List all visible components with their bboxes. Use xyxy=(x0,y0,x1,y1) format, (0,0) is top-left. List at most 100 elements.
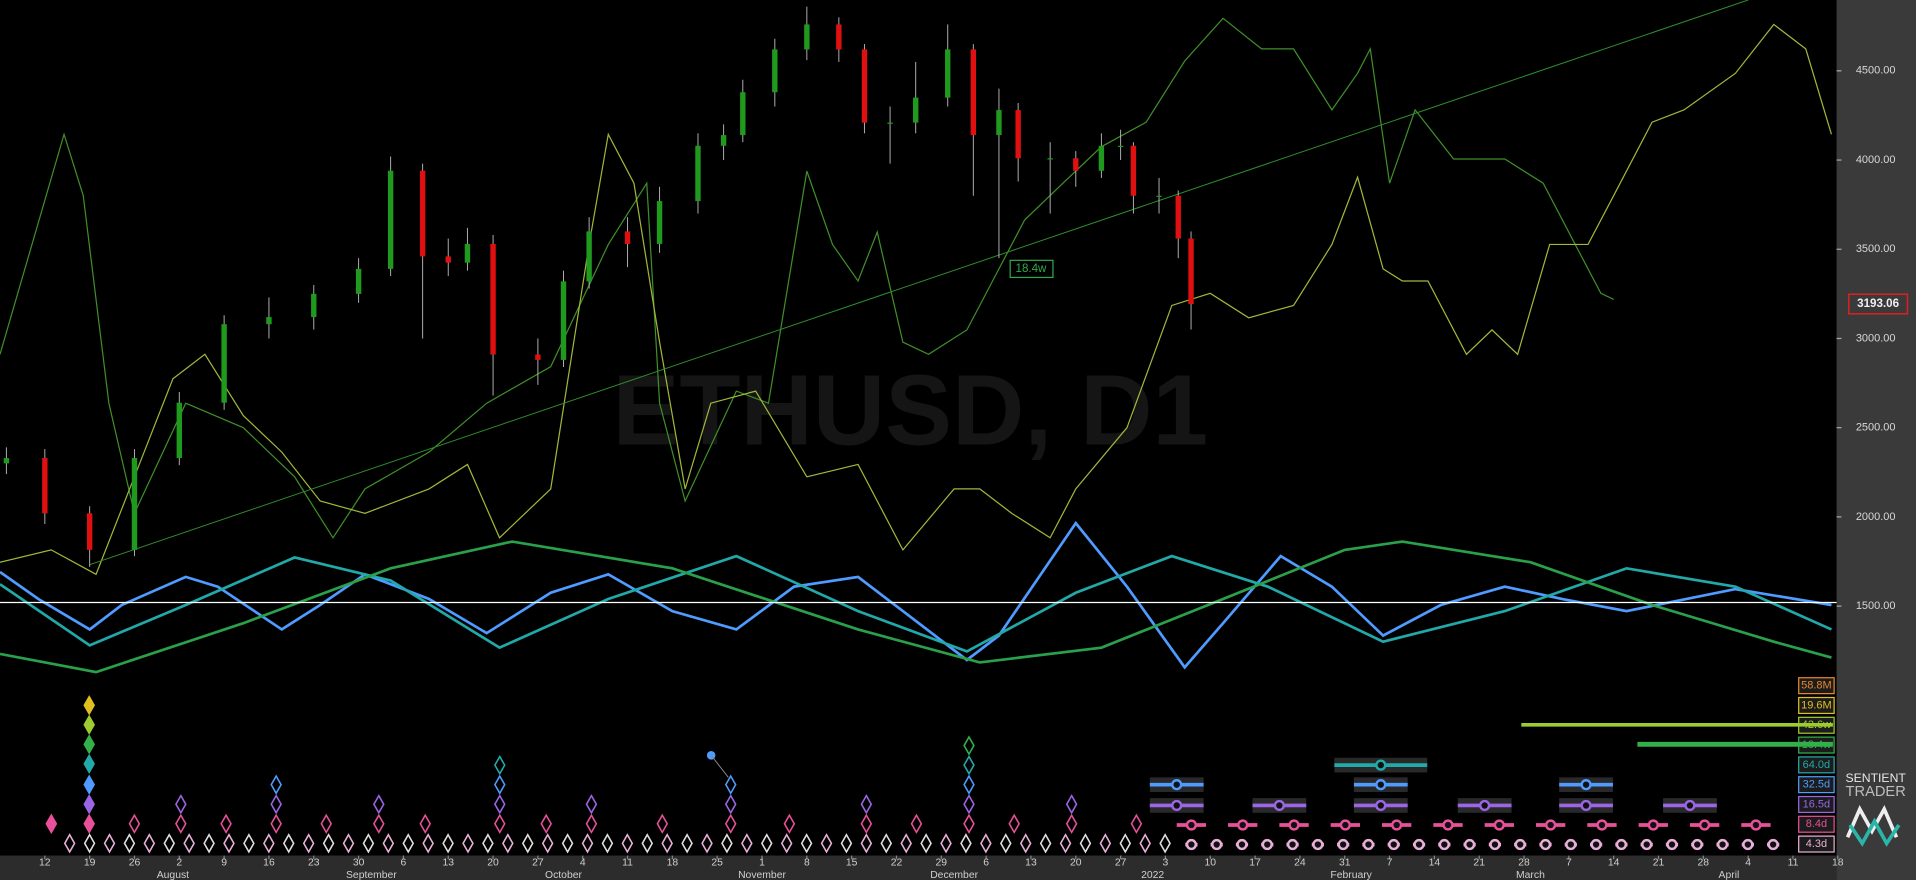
projection-point xyxy=(1615,838,1628,851)
x-tick-label: 21 xyxy=(1653,858,1665,869)
cycle-diamond xyxy=(724,774,737,795)
cycle-diamond xyxy=(83,794,96,815)
y-tick-label: 4000.00 xyxy=(1856,154,1896,166)
candle-body xyxy=(1117,145,1124,147)
cycle-diamond xyxy=(641,833,654,854)
projection-point xyxy=(1596,819,1608,831)
candle-body xyxy=(3,458,10,464)
cycle-diamond xyxy=(820,833,833,854)
x-tick-label: 26 xyxy=(129,858,141,869)
candle-body xyxy=(695,145,701,202)
cycle-diamond xyxy=(960,833,972,854)
projection-point xyxy=(1236,838,1248,851)
candle-body xyxy=(970,49,977,136)
cycle-diamond xyxy=(721,833,733,854)
cycle-diamond xyxy=(342,833,355,854)
projection-point xyxy=(1185,819,1198,831)
projection-point xyxy=(1171,799,1183,812)
projection-point xyxy=(1514,838,1526,851)
projection-point xyxy=(1580,799,1592,812)
cycle-diamond xyxy=(963,813,975,834)
cycle-diamond xyxy=(83,695,96,716)
x-tick-label: 24 xyxy=(1294,858,1306,869)
cycle-diamond xyxy=(143,833,156,854)
projection-point xyxy=(1590,838,1602,851)
cycle-markers: 58.8M19.6M42.6w18.4w64.0d32.5d16.5d8.4d4… xyxy=(45,677,1835,854)
projection-point xyxy=(1388,838,1400,851)
x-tick-label: 27 xyxy=(532,858,544,869)
cycle-diamond xyxy=(422,833,434,854)
cycle-diamond xyxy=(442,833,454,854)
candle-body xyxy=(266,317,272,325)
month-label: August xyxy=(157,870,189,880)
projection-point xyxy=(1375,759,1387,771)
candle-body xyxy=(887,122,893,124)
projection-point xyxy=(1641,838,1653,851)
plot-background xyxy=(0,0,1837,856)
candle-body xyxy=(720,135,727,146)
cycle-diamond xyxy=(963,794,975,815)
cycle-diamond xyxy=(83,833,96,854)
projection-point xyxy=(1185,838,1198,851)
projection-point xyxy=(1698,819,1711,831)
x-tick-label: 20 xyxy=(487,858,499,869)
overlay-line xyxy=(0,23,1833,576)
cycle-diamond xyxy=(800,833,813,854)
cycle-diamond xyxy=(372,813,385,834)
candle-body xyxy=(311,293,317,318)
projection-point xyxy=(1750,819,1762,831)
month-label: 2022 xyxy=(1141,870,1164,880)
candle-body xyxy=(387,170,394,269)
projection-point xyxy=(1375,799,1387,812)
cycle-diamond xyxy=(541,833,554,854)
overlay-line xyxy=(0,17,1614,539)
x-tick-label: 4 xyxy=(1745,858,1751,869)
watermark: ETHUSD, D1 xyxy=(613,354,1209,466)
x-tick-label: 15 xyxy=(846,858,858,869)
x-tick-label: 7 xyxy=(1566,858,1572,869)
y-tick-label: 3500.00 xyxy=(1856,243,1896,255)
projection-point xyxy=(1647,819,1659,831)
projection-point xyxy=(1767,838,1779,851)
x-tick-label: 14 xyxy=(1608,858,1620,869)
candle-body xyxy=(624,231,631,244)
month-label: September xyxy=(346,870,397,880)
projection-point xyxy=(1288,819,1300,831)
projection-point xyxy=(1438,838,1450,851)
cycle-diamond xyxy=(963,754,975,776)
candle-body xyxy=(419,170,426,257)
cycle-label-box xyxy=(1798,815,1835,833)
candle-body xyxy=(836,24,842,50)
cycle-diamond xyxy=(860,813,873,834)
x-tick-label: 2 xyxy=(176,858,182,869)
projection-point xyxy=(1489,838,1501,851)
cycle-diamond xyxy=(724,794,737,815)
cycle-diamond xyxy=(681,833,693,854)
cycle-diamond xyxy=(980,833,992,854)
last-price-label: 3193.06 xyxy=(1857,297,1899,310)
cycle-label: 19.6M xyxy=(1801,699,1832,711)
x-tick-label: 30 xyxy=(353,858,365,869)
cycle-diamond xyxy=(103,833,116,854)
candle-body xyxy=(1130,145,1137,196)
x-tick-label: 16 xyxy=(263,858,275,869)
candle-body xyxy=(945,49,951,98)
brand-logo xyxy=(1845,804,1901,847)
candle-body xyxy=(131,458,138,550)
y-tick-label: 2000.00 xyxy=(1856,511,1896,523)
cycle-diamond xyxy=(1159,833,1171,854)
x-tick-label: 12 xyxy=(39,858,51,869)
x-tick-label: 3 xyxy=(1163,858,1169,869)
cycle-diamond xyxy=(581,833,594,854)
cycle-diamond xyxy=(419,813,432,834)
month-label: November xyxy=(738,870,786,880)
cycle-diamond xyxy=(493,813,506,834)
projection-point xyxy=(1339,819,1351,831)
candle-body xyxy=(740,92,746,136)
projection-point xyxy=(1237,819,1249,831)
cycle-label-box xyxy=(1798,795,1835,814)
projection-point xyxy=(1337,838,1349,851)
x-tick-label: 27 xyxy=(1115,858,1127,869)
cycle-diamond xyxy=(282,833,295,854)
